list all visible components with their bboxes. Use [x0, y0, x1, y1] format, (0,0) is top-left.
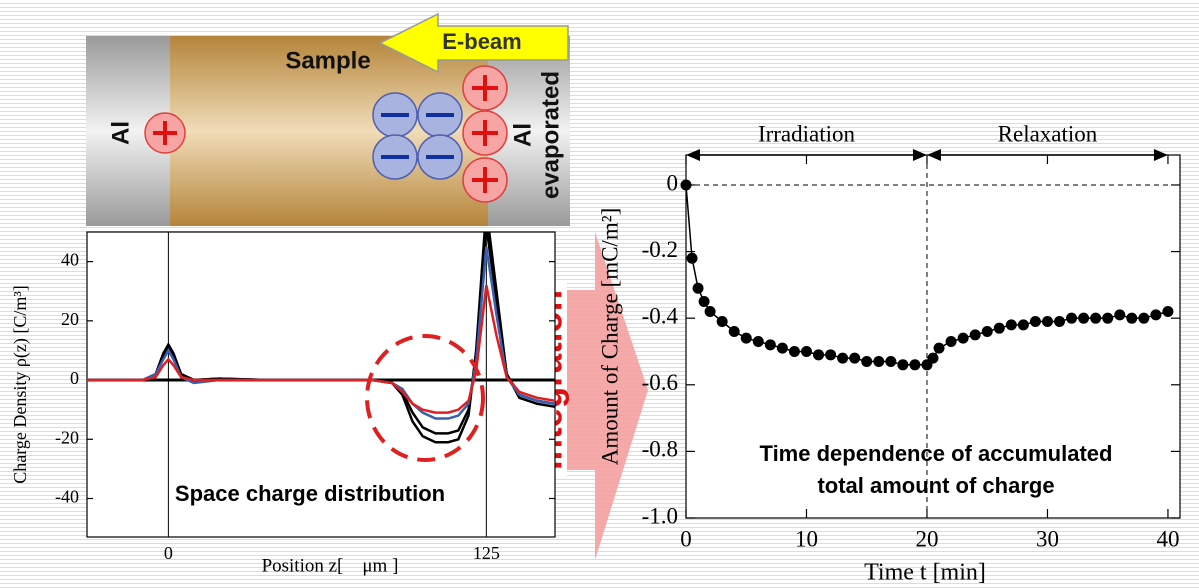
x-tick-label: 30 [1036, 526, 1059, 551]
minus-signs [381, 113, 454, 159]
plot-area [86, 231, 556, 538]
beam-arrow [378, 12, 569, 74]
data-point [927, 352, 939, 364]
data-point [981, 326, 993, 338]
y-tick-label: 0 [70, 368, 79, 388]
data-point [1041, 316, 1053, 328]
plot-area [685, 154, 1181, 519]
data-point [849, 352, 861, 364]
phase-arrowhead [1153, 149, 1168, 161]
data-point [957, 332, 969, 344]
data-point [993, 322, 1005, 334]
sample-diagram: E-beam Sample Al Al evaporated [86, 12, 570, 226]
data-point [800, 345, 812, 357]
annotation: Time dependence of accumulated [760, 441, 1113, 466]
y-axis-label: Charge Density ρ(z) [C/m³] [10, 285, 31, 484]
data-line [87, 285, 555, 414]
data-point [704, 306, 716, 318]
data-point [686, 252, 698, 264]
right-electrode-label: evaporated [537, 71, 564, 199]
phase-arrowhead [912, 149, 927, 161]
data-point [873, 355, 885, 367]
data-point [1066, 312, 1078, 324]
phase-label: Irradiation [758, 121, 856, 146]
right-electrode-label: Al [509, 123, 536, 147]
data-point [861, 355, 873, 367]
x-axis-label: Position z[ μm ] [262, 555, 399, 576]
data-point [1017, 319, 1029, 331]
y-tick-label: -0.6 [642, 370, 678, 395]
annotation: Space charge distribution [175, 481, 445, 506]
space-charge-chart: -40 -20 0 20 40 0 125 Position z[ μm ] Charge De… [10, 231, 556, 576]
data-point [788, 345, 800, 357]
x-tick-label: 10 [795, 526, 818, 551]
data-point [933, 342, 945, 354]
plus-signs [153, 75, 498, 193]
data-point [1054, 316, 1066, 328]
data-point [728, 326, 740, 338]
data-point [1126, 312, 1138, 324]
y-tick-label: -0.4 [642, 303, 679, 328]
data-point [1114, 309, 1126, 321]
data-point [692, 282, 704, 294]
data-point [909, 359, 921, 371]
data-point [1150, 309, 1162, 321]
data-point [1162, 306, 1174, 318]
sample-label: Sample [285, 47, 370, 74]
y-tick-label: -1.0 [642, 503, 678, 528]
phase-label: Relaxation [998, 121, 1098, 146]
data-point [1102, 312, 1114, 324]
data-point [1029, 316, 1041, 328]
data-point [716, 316, 728, 328]
x-axis-label: Time t [min] [864, 560, 986, 586]
data-point [897, 359, 909, 371]
data-point [680, 179, 692, 191]
data-point [1005, 319, 1017, 331]
data-point [776, 342, 788, 354]
y-tick-label: -40 [55, 487, 79, 507]
data-layer [680, 179, 1174, 371]
data-point [1078, 312, 1090, 324]
y-tick-label: 40 [61, 250, 79, 270]
data-point [1090, 312, 1102, 324]
y-tick-label: -0.8 [642, 437, 678, 462]
x-tick-label: 20 [915, 526, 938, 551]
data-point [813, 349, 825, 361]
data-point [945, 335, 957, 347]
data-point [764, 339, 776, 351]
data-point [740, 332, 752, 344]
phase-arrowhead [686, 149, 700, 161]
data-point [885, 355, 897, 367]
data-point [969, 329, 981, 341]
phase-arrowhead [926, 149, 941, 161]
y-tick-label: -0.2 [642, 237, 678, 262]
data-point [1138, 312, 1150, 324]
y-tick-label: 0 [667, 170, 679, 195]
charge-time-chart: -1.0 -0.8 -0.6 -0.4 -0.2 0 0 10 20 30 40 Irradiatio… [597, 121, 1181, 586]
data-point [752, 335, 764, 347]
data-layer [87, 232, 555, 444]
x-tick-label: 0 [680, 526, 692, 551]
x-tick-label: 125 [473, 543, 500, 563]
beam-label: E-beam [442, 29, 521, 54]
y-tick-label: -20 [55, 427, 79, 447]
x-tick-label: 40 [1156, 526, 1179, 551]
annotation: total amount of charge [817, 473, 1054, 498]
left-electrode-label: Al [107, 121, 134, 145]
x-tick-label: 0 [164, 543, 173, 563]
data-point [825, 349, 837, 361]
highlight-circle [365, 334, 485, 462]
data-point [837, 352, 849, 364]
data-point [698, 296, 710, 308]
y-axis-label: Amount of Charge [mC/m²] [597, 208, 622, 466]
y-tick-label: 20 [61, 309, 79, 329]
